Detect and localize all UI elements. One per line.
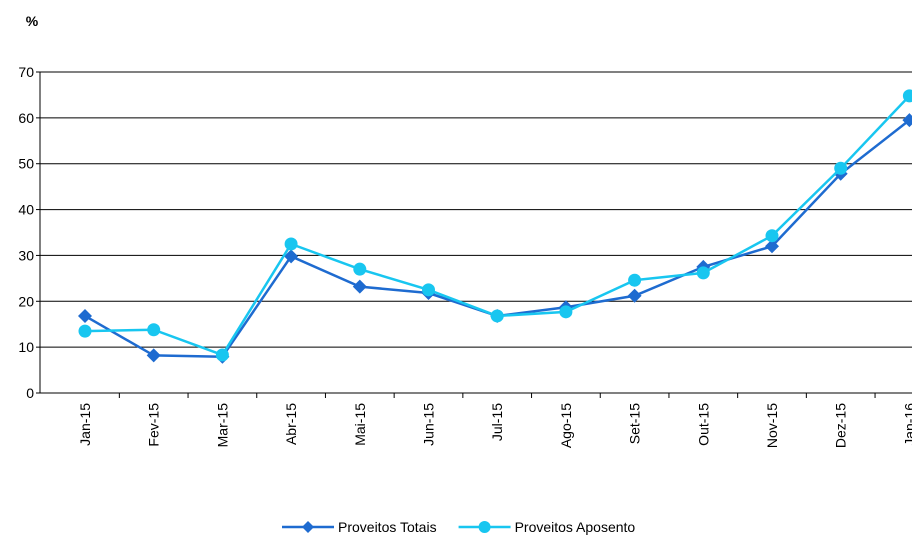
point bbox=[78, 324, 92, 338]
point bbox=[284, 237, 298, 251]
point bbox=[147, 323, 161, 337]
y-tick-label: 60 bbox=[18, 110, 34, 126]
point bbox=[627, 288, 642, 303]
point bbox=[696, 266, 710, 280]
x-tick-label: Set-15 bbox=[627, 403, 643, 444]
point bbox=[422, 283, 435, 297]
legend-label: Proveitos Totais bbox=[338, 519, 437, 535]
x-tick-label: Fev-15 bbox=[146, 403, 162, 447]
point bbox=[490, 309, 504, 323]
legend-marker bbox=[302, 521, 314, 533]
point bbox=[146, 348, 161, 363]
point bbox=[834, 161, 848, 175]
point bbox=[628, 273, 642, 287]
x-tick-label: Mar-15 bbox=[214, 403, 230, 448]
x-tick-label: Jul-15 bbox=[489, 403, 505, 441]
point bbox=[353, 262, 367, 276]
point bbox=[78, 308, 92, 323]
y-tick-label: 20 bbox=[18, 293, 34, 309]
x-tick-label: Mai-15 bbox=[352, 403, 368, 446]
x-tick-label: Dez-15 bbox=[833, 403, 849, 448]
point bbox=[352, 279, 367, 294]
x-tick-label: Abr-15 bbox=[283, 403, 299, 445]
legend-marker bbox=[478, 521, 491, 533]
point bbox=[284, 249, 299, 264]
x-tick-label: Ago-15 bbox=[558, 403, 574, 448]
x-tick-label: Jun-15 bbox=[421, 403, 437, 446]
point bbox=[765, 239, 779, 254]
unit-label: % bbox=[26, 13, 39, 29]
y-tick-label: 10 bbox=[18, 339, 34, 355]
x-tick-label: Out-15 bbox=[695, 403, 711, 446]
x-tick-label: Nov-15 bbox=[764, 403, 780, 448]
point bbox=[902, 89, 912, 103]
point bbox=[902, 113, 912, 128]
y-tick-label: 30 bbox=[18, 247, 34, 263]
y-tick-label: 0 bbox=[26, 385, 34, 401]
y-tick-label: 70 bbox=[18, 64, 34, 80]
x-tick-label: Jan-16 bbox=[901, 403, 912, 446]
point bbox=[765, 229, 779, 243]
y-tick-label: 50 bbox=[18, 156, 34, 172]
legend-label: Proveitos Aposento bbox=[515, 519, 636, 535]
point bbox=[559, 305, 573, 319]
y-tick-label: 40 bbox=[18, 202, 34, 218]
x-tick-label: Jan-15 bbox=[77, 403, 93, 446]
point bbox=[215, 348, 229, 362]
